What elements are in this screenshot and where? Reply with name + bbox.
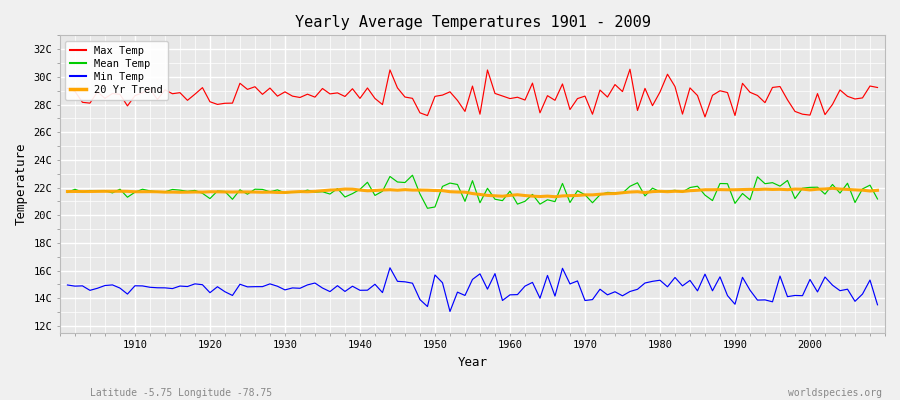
Text: worldspecies.org: worldspecies.org	[788, 388, 882, 398]
Legend: Max Temp, Mean Temp, Min Temp, 20 Yr Trend: Max Temp, Mean Temp, Min Temp, 20 Yr Tre…	[65, 40, 168, 100]
X-axis label: Year: Year	[457, 356, 488, 369]
Title: Yearly Average Temperatures 1901 - 2009: Yearly Average Temperatures 1901 - 2009	[294, 15, 651, 30]
Y-axis label: Temperature: Temperature	[15, 143, 28, 225]
Text: Latitude -5.75 Longitude -78.75: Latitude -5.75 Longitude -78.75	[90, 388, 272, 398]
